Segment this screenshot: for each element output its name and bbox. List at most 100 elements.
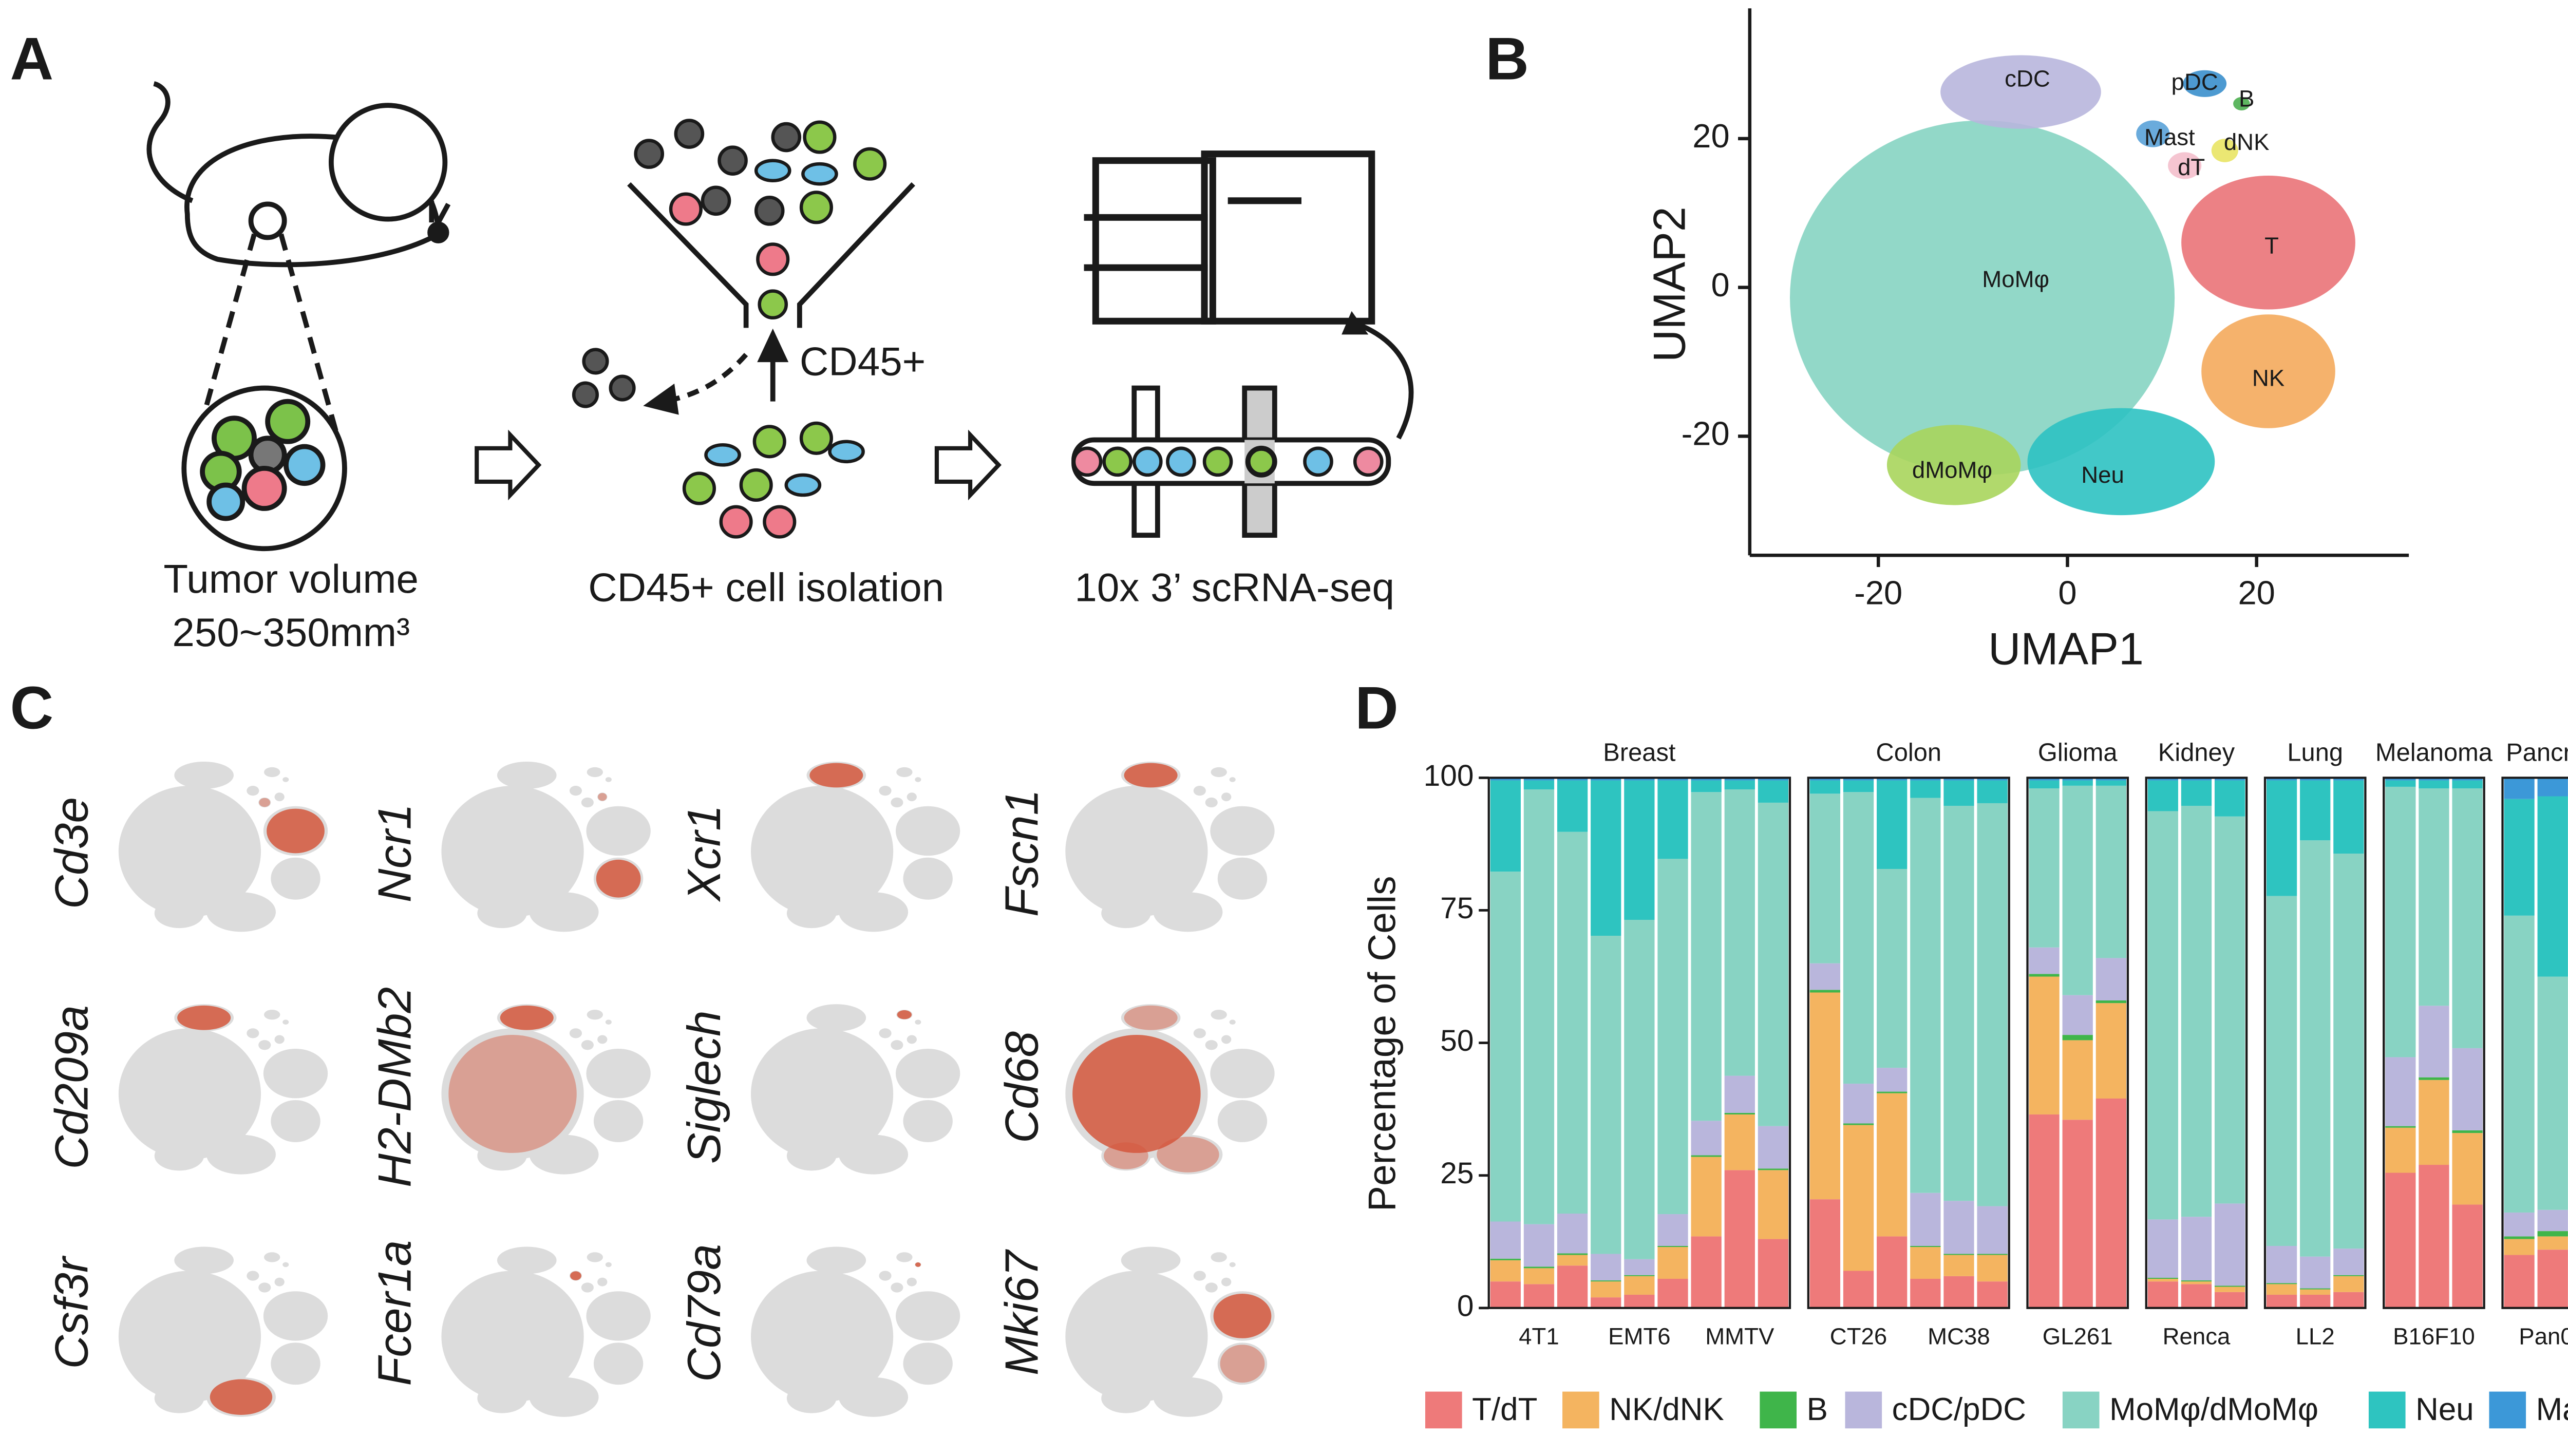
bar-segment — [1977, 778, 2008, 781]
bar-segment — [1557, 778, 1588, 781]
cell-region — [497, 1246, 557, 1274]
cell-region — [903, 1100, 953, 1142]
bar-segment — [1490, 1281, 1521, 1308]
bar-segment — [2385, 786, 2416, 1057]
legend-label: B — [1807, 1392, 1828, 1427]
expression-region — [1213, 1294, 1272, 1338]
gene-umap — [751, 1246, 960, 1417]
cell-region — [1153, 892, 1223, 932]
bar-segment — [2095, 780, 2126, 786]
bar-segment — [2385, 1173, 2416, 1308]
bar-segment — [2095, 778, 2126, 781]
bar-segment — [2504, 1212, 2535, 1237]
cluster-region — [1790, 120, 2175, 475]
bar-segment — [1758, 1168, 1789, 1170]
cell-region — [896, 1252, 913, 1262]
cell-region — [896, 1291, 960, 1341]
cell-region — [247, 785, 259, 796]
bar-segment — [2181, 1284, 2212, 1308]
bar-segment — [1523, 780, 1555, 790]
bar-segment — [2147, 1277, 2178, 1279]
cell-region — [1217, 1100, 1268, 1142]
bar-segment — [1943, 1254, 1974, 1255]
bar-segment — [1877, 868, 1908, 1068]
bar-segment — [1490, 778, 1521, 781]
bar-segment — [2029, 788, 2060, 948]
bar-segment — [2062, 1035, 2093, 1041]
bar-segment — [2181, 1281, 2212, 1284]
bar-segment — [2147, 780, 2178, 811]
bar-segment — [2452, 1204, 2483, 1308]
cell-region — [907, 1277, 917, 1287]
gene-umap — [118, 1004, 328, 1175]
bar-segment — [1910, 1278, 1941, 1308]
cell-region — [1193, 1271, 1206, 1281]
bar-segment — [2029, 947, 2060, 974]
y-tick-label: 0 — [1711, 266, 1730, 304]
cluster-region — [1940, 55, 2101, 129]
expression-region — [915, 1262, 921, 1267]
cell-region — [441, 1271, 584, 1402]
bar-segment — [2385, 1127, 2416, 1173]
cell-region — [597, 1035, 608, 1044]
bar-segment — [2419, 780, 2449, 789]
bar-segment — [1758, 778, 1789, 781]
cell-region — [1153, 1377, 1223, 1417]
bar-segment — [2504, 1236, 2535, 1239]
bar-segment — [2452, 778, 2483, 781]
bar-segment — [1877, 1068, 1908, 1092]
cell-region — [1205, 797, 1218, 808]
legend-label: MoMφ/dMoMφ — [2109, 1392, 2318, 1427]
cell-region — [154, 898, 204, 929]
y-axis-label: UMAP2 — [1644, 206, 1694, 362]
expression-region — [596, 859, 641, 898]
gene-umap — [1065, 1246, 1275, 1417]
bar-segment — [2537, 1209, 2568, 1232]
bar-segment — [2029, 976, 2060, 1114]
bar-segment — [1877, 778, 1908, 781]
cell-region — [903, 1342, 953, 1385]
bar-segment — [1724, 1114, 1755, 1170]
cluster-region — [2183, 70, 2227, 97]
cell-region — [1121, 1004, 1181, 1032]
cell-region — [1101, 1383, 1151, 1413]
cell-region — [903, 857, 953, 900]
gene-label: Siglech — [678, 1010, 730, 1164]
gene-label: Csf3r — [46, 1255, 98, 1369]
bar-segment — [1843, 780, 1874, 792]
cluster-label: dMoMφ — [1912, 457, 1992, 483]
legend-swatch — [1760, 1391, 1797, 1429]
cell-region — [1210, 806, 1275, 856]
y-tick-label: -20 — [1682, 415, 1730, 452]
cell-region — [907, 1035, 917, 1044]
bar-segment — [2300, 1289, 2331, 1295]
bar-segment — [1691, 1157, 1722, 1237]
bar-segment — [2266, 1283, 2297, 1284]
x-tick-label: 4T1 — [1519, 1323, 1559, 1349]
cell-region — [529, 1134, 599, 1175]
bar-segment — [1977, 803, 2008, 1206]
bar-segment — [1877, 780, 1908, 869]
cluster-label: dNK — [2224, 129, 2270, 155]
cell-region — [1229, 1019, 1236, 1025]
bar-segment — [1758, 1126, 1789, 1169]
bar-segment — [2452, 780, 2483, 789]
gene-umap — [1065, 761, 1275, 932]
bar-segment — [2062, 1040, 2093, 1120]
expression-region — [1072, 1034, 1201, 1153]
gene-umap — [751, 761, 960, 932]
bar-segment — [1624, 1259, 1655, 1275]
cell-region — [282, 777, 289, 782]
bar-segment — [1591, 1297, 1621, 1308]
facet-frame — [2383, 777, 2485, 1309]
bar-segment — [1624, 1276, 1655, 1295]
bar-segment — [2537, 796, 2568, 977]
cell-region — [879, 1028, 892, 1038]
cell-region — [154, 1383, 204, 1413]
umap-panel: MoMφ cDC pDC B Mast dNK dT T NK Neu dMoMφ -20 0 20 -20… — [1644, 8, 2409, 674]
bar-segment — [2181, 778, 2212, 781]
funnel — [627, 182, 915, 415]
gene-label: Mki67 — [996, 1249, 1048, 1376]
bar-segment — [2385, 1057, 2416, 1126]
bar-segment — [1843, 1084, 1874, 1124]
